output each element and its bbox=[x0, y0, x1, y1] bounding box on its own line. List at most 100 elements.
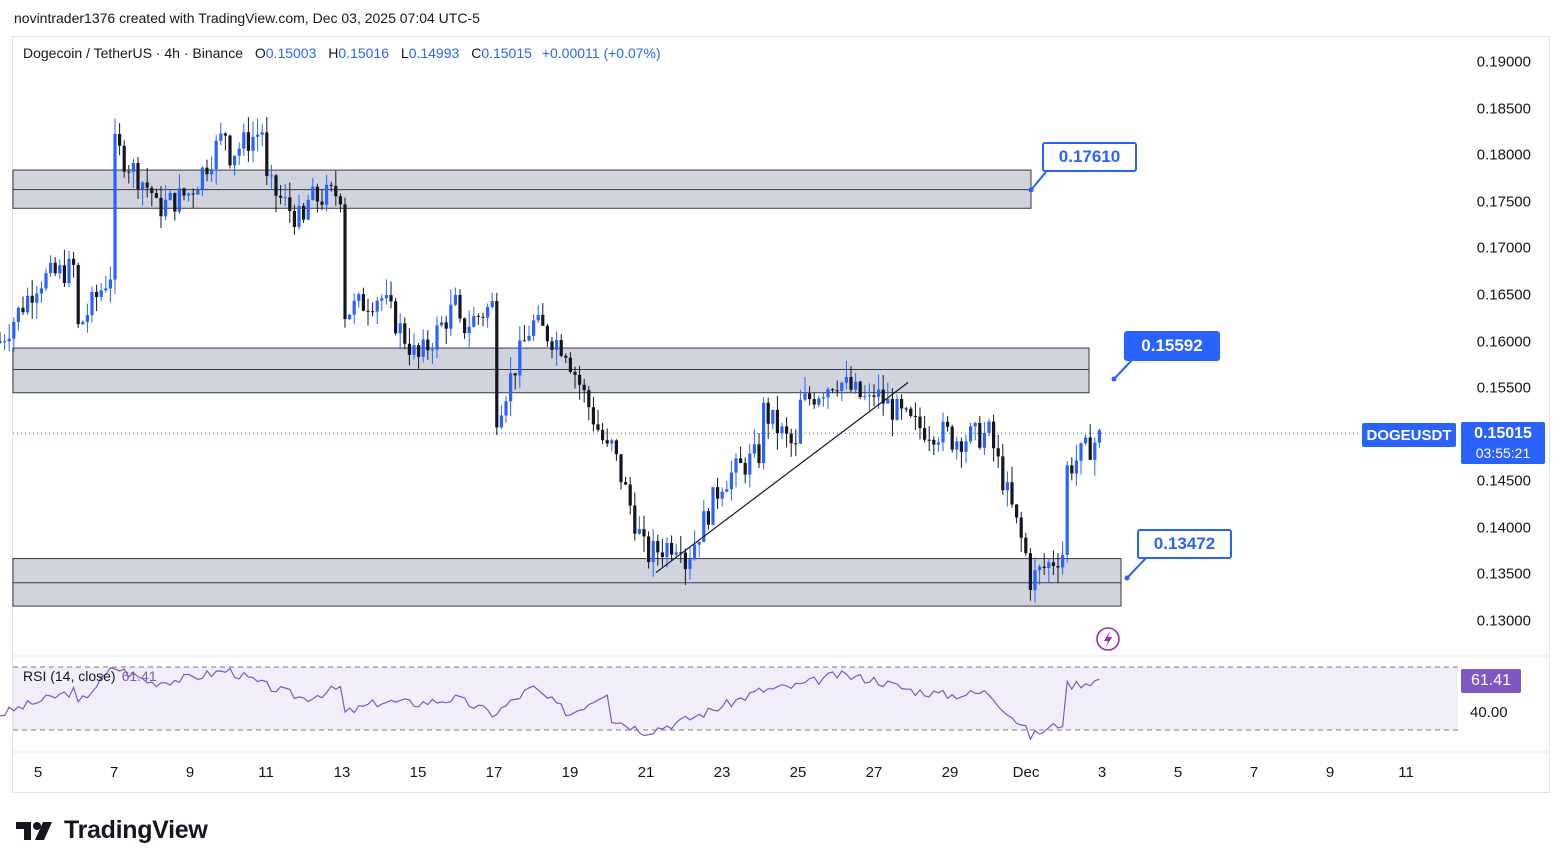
candle-body bbox=[973, 423, 977, 427]
candle-body bbox=[338, 196, 342, 205]
price-tick-label: 0.19000 bbox=[1476, 53, 1531, 71]
date-tick-label: 3 bbox=[1097, 764, 1107, 781]
alert-icon-ring bbox=[1096, 627, 1120, 651]
candle-body bbox=[545, 325, 549, 342]
date-tick-label: 11 bbox=[258, 764, 274, 781]
candle-body bbox=[1070, 465, 1074, 474]
candle-body bbox=[821, 397, 825, 399]
candle-body bbox=[591, 407, 595, 425]
candle-body bbox=[647, 536, 651, 563]
candle-body bbox=[233, 155, 237, 166]
candle-body bbox=[3, 341, 7, 343]
candle-body bbox=[702, 511, 706, 542]
rising-trendline bbox=[655, 382, 909, 574]
callout-resistance[interactable]: 0.17610 bbox=[1042, 142, 1137, 172]
candle-body bbox=[1033, 570, 1037, 591]
candle-body bbox=[476, 315, 480, 317]
candle-body bbox=[348, 314, 352, 320]
candle-body bbox=[734, 458, 738, 473]
candle-body bbox=[44, 273, 48, 289]
ticker-tag[interactable]: DOGEUSDT bbox=[1362, 423, 1456, 447]
candle-body bbox=[817, 398, 821, 405]
date-tick-label: 9 bbox=[185, 764, 195, 781]
change-value: +0.00011 (+0.07%) bbox=[541, 45, 661, 61]
close-value: 0.15015 bbox=[481, 45, 532, 61]
tradingview-logo-icon bbox=[16, 821, 52, 840]
candle-body bbox=[536, 314, 540, 321]
candle-body bbox=[325, 184, 329, 205]
date-tick-label: 21 bbox=[637, 764, 655, 781]
candle-body bbox=[725, 489, 729, 492]
rsi-band bbox=[13, 667, 1458, 730]
candle-body bbox=[430, 349, 434, 351]
date-tick-label: 13 bbox=[333, 764, 351, 781]
candle-body bbox=[407, 343, 411, 355]
rsi-line bbox=[0, 667, 1100, 741]
candle-body bbox=[748, 453, 752, 475]
candle-body bbox=[384, 295, 388, 299]
candle-body bbox=[85, 315, 89, 322]
rsi-value-tag[interactable]: 61.41 bbox=[1461, 669, 1521, 693]
chart-credit: novintrader1376 created with TradingView… bbox=[14, 10, 480, 26]
candle-body bbox=[1074, 460, 1078, 474]
candle-body bbox=[35, 293, 39, 303]
candle-body bbox=[343, 204, 347, 320]
candle-body bbox=[136, 163, 140, 190]
candle-body bbox=[982, 432, 986, 448]
candle-body bbox=[1010, 482, 1014, 505]
candle-body bbox=[1088, 437, 1092, 460]
candle-body bbox=[453, 294, 457, 305]
rsi-legend-value: 61.41 bbox=[121, 668, 157, 684]
candle-body bbox=[108, 279, 112, 289]
candle-body bbox=[177, 188, 181, 212]
callout-mid[interactable]: 0.15592 bbox=[1124, 331, 1220, 361]
candle-body bbox=[467, 326, 471, 334]
candle-body bbox=[651, 540, 655, 563]
low-label: L bbox=[400, 45, 409, 61]
candle-body bbox=[269, 175, 273, 177]
tradingview-brand[interactable]: TradingView bbox=[16, 816, 208, 845]
candle-body bbox=[12, 322, 16, 339]
candle-body bbox=[182, 188, 186, 196]
candle-body bbox=[835, 390, 839, 392]
candle-body bbox=[775, 409, 779, 434]
candle-body bbox=[831, 389, 835, 391]
candle-body bbox=[564, 355, 568, 358]
candle-body bbox=[274, 175, 278, 196]
price-tick-label: 0.18000 bbox=[1476, 146, 1531, 164]
candle-body bbox=[877, 389, 881, 397]
candle-body bbox=[26, 295, 30, 313]
date-tick-label: 23 bbox=[713, 764, 731, 781]
candle-body bbox=[522, 340, 526, 342]
last-price-tag[interactable]: 0.15015 03:55:21 bbox=[1461, 422, 1545, 464]
candle-body bbox=[886, 398, 890, 404]
callout-pointer bbox=[1030, 171, 1047, 191]
candle-body bbox=[486, 307, 490, 318]
candle-body bbox=[329, 184, 333, 186]
price-tick-label: 0.16500 bbox=[1476, 286, 1531, 304]
candle-body bbox=[131, 163, 135, 172]
candle-body bbox=[808, 393, 812, 400]
candle-body bbox=[320, 201, 324, 205]
candle-body bbox=[53, 262, 57, 274]
bar-countdown: 03:55:21 bbox=[1475, 445, 1531, 461]
price-tick-label: 0.17000 bbox=[1476, 239, 1531, 257]
candle-body bbox=[16, 307, 20, 323]
candle-body bbox=[890, 398, 894, 420]
date-tick-label: 25 bbox=[789, 764, 807, 781]
candle-body bbox=[246, 132, 250, 151]
candle-body bbox=[154, 193, 158, 198]
candle-body bbox=[610, 440, 614, 444]
callout-support[interactable]: 0.13472 bbox=[1137, 529, 1232, 559]
candle-body bbox=[936, 442, 940, 445]
candle-body bbox=[292, 210, 296, 227]
candle-body bbox=[159, 197, 163, 217]
candle-body bbox=[58, 265, 62, 274]
candle-body bbox=[909, 408, 913, 416]
candle-body bbox=[311, 186, 315, 200]
date-tick-label: 9 bbox=[1325, 764, 1335, 781]
candle-body bbox=[72, 258, 76, 265]
candle-body bbox=[766, 402, 770, 424]
candle-body bbox=[946, 421, 950, 427]
